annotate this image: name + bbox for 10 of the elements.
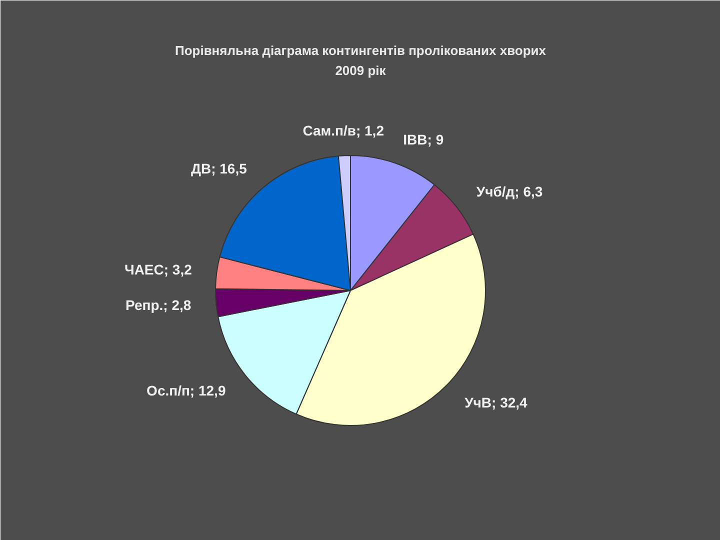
slice-label: Учб/д; 6,3 xyxy=(476,184,543,200)
slice-label: Репр.; 2,8 xyxy=(125,297,192,314)
chart-subtitle: 2009 рік xyxy=(335,63,386,78)
slice-label: ЧАЕС; 3,2 xyxy=(124,261,192,278)
slice-label: Сам.п/в; 1,2 xyxy=(302,122,384,139)
slice-label: ІВВ; 9 xyxy=(403,131,444,148)
slice-label: ДВ; 16,5 xyxy=(191,160,248,177)
slice-label: УчВ; 32,4 xyxy=(464,394,528,411)
slice-label: Ос.п/п; 12,9 xyxy=(146,382,226,399)
chart-title: Порівняльна діаграма контингентів пролікованих хворих xyxy=(174,43,547,58)
